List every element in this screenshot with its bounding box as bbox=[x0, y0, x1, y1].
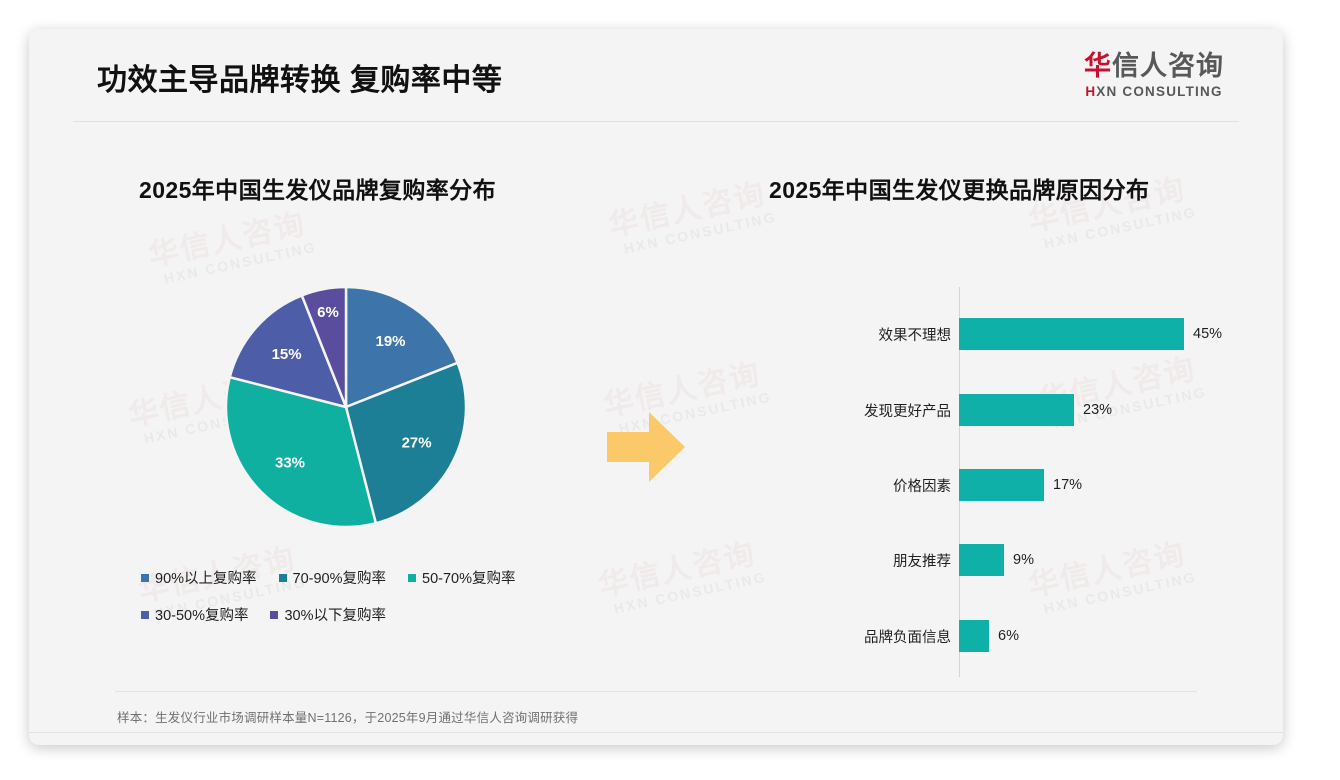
bar-chart-row: 价格因素 17% bbox=[789, 469, 1259, 501]
legend-item[interactable]: 50-70%复购率 bbox=[408, 567, 516, 588]
legend-swatch bbox=[270, 610, 279, 619]
source-footnote: 样本：生发仪行业市场调研样本量N=1126，于2025年9月通过华信人咨询调研获… bbox=[117, 711, 579, 725]
legend-swatch bbox=[278, 573, 287, 582]
slide-card: 华信人咨询 HXN CONSULTING 华信人咨询 HXN CONSULTING … bbox=[29, 29, 1283, 745]
bar-chart-title: 2025年中国生发仪更换品牌原因分布 bbox=[769, 177, 1150, 203]
pie-slice bbox=[228, 293, 349, 409]
legend-swatch bbox=[141, 610, 149, 619]
legend-swatch bbox=[141, 573, 149, 582]
watermark-en: HXN CONSULTING bbox=[1042, 203, 1198, 252]
pie-slice-label: 19% bbox=[375, 333, 405, 350]
bar-track: 23% bbox=[959, 394, 1259, 426]
watermark-en: HXN CONSULTING bbox=[622, 208, 778, 257]
watermark-en: HXN CONSULTING bbox=[612, 568, 768, 617]
legend-label: 30%以下复购率 bbox=[284, 608, 387, 624]
page-title: 功效主导品牌转换 复购率中等 bbox=[97, 64, 503, 97]
right-arrow-icon bbox=[607, 410, 685, 489]
bar-category-label: 效果不理想 bbox=[878, 327, 952, 344]
legend-label: 50-70%复购率 bbox=[422, 571, 516, 587]
watermark-cn: 华信人咨询 bbox=[605, 177, 770, 244]
pie-chart: 19% 27% 33% 15% 6% bbox=[224, 285, 468, 529]
logo-cn-rest: 信人咨询 bbox=[1112, 51, 1224, 81]
copyright-text: ©2025.11 HXR华信人咨询 bbox=[101, 744, 247, 745]
footnote-divider bbox=[115, 691, 1197, 692]
bar-category-label: 价格因素 bbox=[893, 478, 951, 495]
legend-item[interactable]: 30%以下复购率 bbox=[270, 604, 386, 625]
bar-category-label: 发现更好产品 bbox=[864, 403, 951, 420]
bar-value-label: 9% bbox=[1013, 552, 1034, 568]
bar-chart: 效果不理想 45% 发现更好产品 23% 价格因素 17% 朋友推荐 9% 品牌负面信息 6% bbox=[789, 287, 1259, 677]
legend-label: 30-50%复购率 bbox=[155, 608, 249, 624]
footer-divider bbox=[29, 732, 1283, 733]
bar-track: 9% bbox=[959, 544, 1259, 576]
bar-fill[interactable] bbox=[959, 394, 1074, 426]
pie-chart-title: 2025年中国生发仪品牌复购率分布 bbox=[139, 177, 496, 203]
logo-cn-red: 华 bbox=[1084, 51, 1112, 81]
bar-chart-row: 效果不理想 45% bbox=[789, 318, 1259, 350]
pie-slice-label: 27% bbox=[402, 435, 432, 452]
logo-english: HXN CONSULTING bbox=[1069, 84, 1239, 99]
legend-row: 90%以上复购率 70-90%复购率 50-70%复购率 bbox=[141, 567, 581, 588]
slide-header: 功效主导品牌转换 复购率中等 华信人咨询 HXN CONSULTING bbox=[29, 29, 1283, 122]
brand-logo: 华信人咨询 HXN CONSULTING bbox=[1069, 51, 1239, 99]
bar-fill[interactable] bbox=[959, 544, 1004, 576]
pie-slice bbox=[224, 375, 378, 529]
bar-value-label: 17% bbox=[1053, 477, 1083, 493]
pie-slice bbox=[300, 285, 348, 408]
bar-value-label: 6% bbox=[998, 628, 1019, 644]
bar-track: 45% bbox=[959, 318, 1259, 350]
pie-slice bbox=[344, 361, 468, 525]
legend-item[interactable]: 30-50%复购率 bbox=[141, 604, 248, 625]
legend-swatch bbox=[408, 573, 417, 582]
pie-slice-label: 33% bbox=[275, 455, 305, 472]
pie-slice-label: 15% bbox=[272, 346, 302, 363]
header-divider bbox=[73, 121, 1239, 122]
right-arrow-svg bbox=[607, 412, 685, 482]
bar-fill[interactable] bbox=[959, 469, 1044, 501]
logo-en-red: H bbox=[1085, 84, 1097, 100]
bar-value-label: 45% bbox=[1193, 326, 1223, 342]
bar-category-label: 品牌负面信息 bbox=[864, 629, 951, 646]
watermark-en: HXN CONSULTING bbox=[162, 238, 318, 287]
legend-item[interactable]: 70-90%复购率 bbox=[278, 567, 387, 588]
bar-category-label: 朋友推荐 bbox=[893, 553, 951, 570]
bar-value-label: 23% bbox=[1083, 402, 1113, 418]
bar-track: 17% bbox=[959, 469, 1259, 501]
bar-fill[interactable] bbox=[959, 620, 989, 652]
bar-chart-row: 发现更好产品 23% bbox=[789, 394, 1259, 426]
legend-item[interactable]: 90%以上复购率 bbox=[141, 567, 257, 588]
pie-chart-svg: 19% 27% 33% 15% 6% bbox=[224, 285, 468, 529]
watermark-cn: 华信人咨询 bbox=[145, 207, 310, 274]
bar-chart-row: 朋友推荐 9% bbox=[789, 544, 1259, 576]
pie-chart-legend: 90%以上复购率 70-90%复购率 50-70%复购率 30-50%复购率 30%以… bbox=[141, 567, 581, 641]
logo-chinese: 华信人咨询 bbox=[1069, 51, 1239, 82]
logo-en-rest: XN CONSULTING bbox=[1096, 84, 1223, 100]
bar-chart-row: 品牌负面信息 6% bbox=[789, 620, 1259, 652]
watermark-cn: 华信人咨询 bbox=[595, 537, 760, 604]
legend-label: 70-90%复购率 bbox=[292, 571, 387, 587]
pie-slice bbox=[344, 285, 460, 409]
bar-track: 6% bbox=[959, 620, 1259, 652]
bar-fill[interactable] bbox=[959, 318, 1184, 350]
legend-row: 30-50%复购率 30%以下复购率 bbox=[141, 604, 581, 625]
pie-slice-label: 6% bbox=[317, 304, 339, 321]
legend-label: 90%以上复购率 bbox=[155, 571, 257, 587]
